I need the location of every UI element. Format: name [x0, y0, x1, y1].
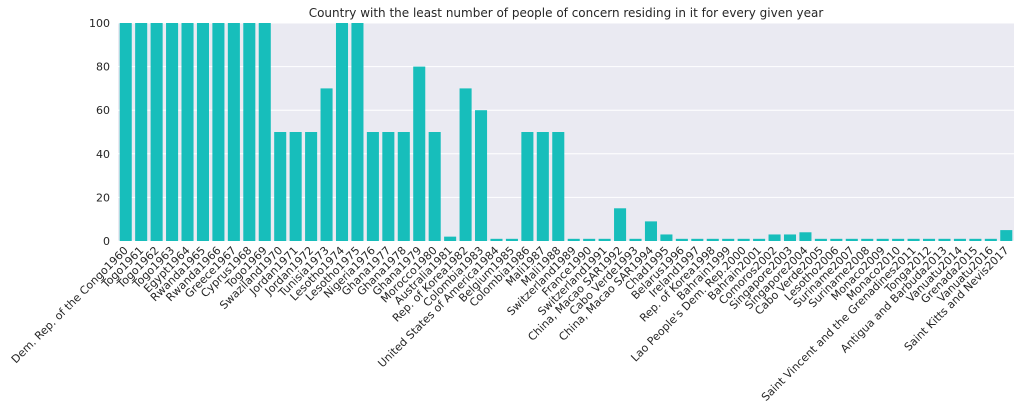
bar: [830, 238, 843, 241]
bar: [397, 132, 410, 241]
bar: [706, 238, 719, 241]
bar: [845, 238, 858, 241]
bar: [614, 208, 627, 241]
bar: [861, 238, 874, 241]
bar: [567, 238, 580, 241]
bar: [722, 238, 735, 241]
bar: [366, 132, 379, 241]
bar: [629, 238, 642, 241]
bar: [876, 238, 889, 241]
bar: [305, 132, 318, 241]
bar: [814, 238, 827, 241]
bar: [660, 234, 673, 241]
bar: [783, 234, 797, 241]
bar: [320, 88, 333, 242]
bar: [382, 132, 395, 241]
bar: [552, 132, 565, 241]
y-tick-label: 60: [96, 104, 110, 117]
bar: [243, 23, 256, 241]
bar: [335, 23, 349, 241]
bar: [907, 238, 920, 241]
bar: [691, 238, 704, 241]
bar: [119, 23, 132, 241]
bar: [521, 132, 534, 241]
bar: [475, 110, 488, 241]
bar: [413, 66, 426, 241]
bar: [753, 238, 766, 241]
bar: [598, 238, 611, 241]
bar: [490, 238, 503, 241]
bar: [1000, 230, 1013, 241]
bars: [119, 23, 1013, 242]
bar: [644, 221, 657, 241]
chart-title: Country with the least number of people …: [309, 6, 824, 20]
y-tick-label: 0: [103, 235, 110, 248]
bar: [196, 23, 209, 241]
y-axis-ticks: 0 20 40 60 80 100: [89, 17, 110, 248]
bar: [583, 238, 596, 241]
bar: [258, 23, 271, 241]
bar: [274, 132, 287, 241]
bar: [181, 23, 194, 241]
bar: [536, 132, 549, 241]
bar: [505, 238, 518, 241]
bar: [953, 238, 966, 241]
bar: [289, 132, 302, 241]
bar: [984, 238, 997, 241]
y-tick-label: 80: [96, 61, 110, 74]
bar: [923, 238, 936, 241]
x-axis-ticks: Dem. Rep. of the Congo1960Togo1961Togo19…: [9, 244, 1012, 404]
x-tick-label: Dem. Rep. of the Congo1960: [9, 244, 131, 366]
bar: [351, 23, 364, 241]
bar: [227, 23, 240, 241]
bar: [799, 232, 812, 241]
bar: [428, 132, 441, 241]
bar: [737, 238, 750, 241]
bar: [212, 23, 225, 241]
bar: [135, 23, 148, 241]
bar: [459, 88, 472, 242]
y-tick-label: 100: [89, 17, 110, 30]
y-tick-label: 20: [96, 191, 110, 204]
bar: [892, 238, 905, 241]
bar: [166, 23, 179, 241]
bar: [150, 23, 163, 241]
bar: [969, 238, 982, 241]
bar: [768, 234, 781, 241]
bar: [675, 238, 688, 241]
y-tick-label: 40: [96, 148, 110, 161]
bar: [444, 236, 457, 241]
bar: [938, 238, 951, 241]
